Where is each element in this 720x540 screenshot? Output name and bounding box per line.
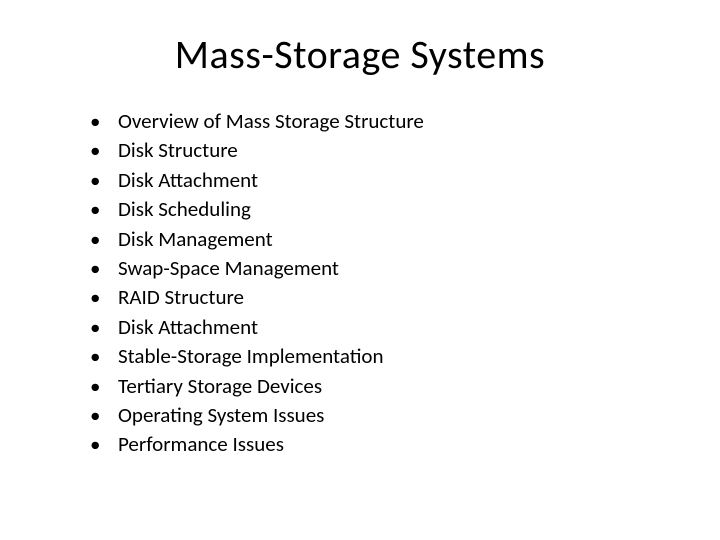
bullet-list: Overview of Mass Storage Structure Disk … (60, 107, 660, 460)
list-item: Tertiary Storage Devices (90, 372, 660, 401)
list-item: Swap-Space Management (90, 254, 660, 283)
slide-title: Mass-Storage Systems (60, 30, 660, 79)
list-item: Disk Scheduling (90, 195, 660, 224)
list-item: Disk Attachment (90, 313, 660, 342)
list-item: RAID Structure (90, 283, 660, 312)
list-item: Performance Issues (90, 430, 660, 459)
list-item: Disk Management (90, 225, 660, 254)
list-item: Overview of Mass Storage Structure (90, 107, 660, 136)
list-item: Operating System Issues (90, 401, 660, 430)
list-item: Disk Structure (90, 136, 660, 165)
list-item: Stable-Storage Implementation (90, 342, 660, 371)
list-item: Disk Attachment (90, 166, 660, 195)
slide-container: Mass-Storage Systems Overview of Mass St… (0, 0, 720, 540)
